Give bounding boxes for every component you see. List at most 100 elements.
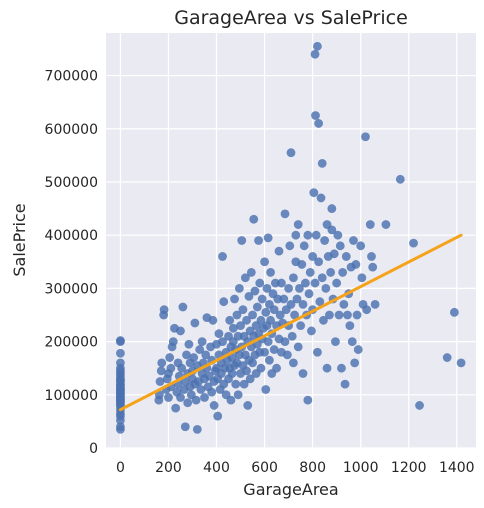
data-point (266, 268, 275, 277)
data-point (242, 366, 251, 376)
data-point (255, 278, 265, 288)
data-point (219, 297, 229, 307)
data-point (201, 350, 211, 360)
data-point (286, 148, 296, 158)
data-point (218, 337, 227, 346)
data-point (327, 225, 337, 235)
data-point (370, 299, 380, 309)
data-point (237, 236, 247, 245)
data-point (184, 339, 194, 349)
data-point (208, 315, 218, 325)
data-point (227, 369, 237, 378)
data-point (337, 363, 346, 373)
data-point (272, 363, 281, 373)
data-point (286, 299, 296, 309)
data-point (207, 387, 217, 397)
data-point (218, 252, 227, 261)
data-point (176, 326, 185, 336)
data-point (321, 283, 331, 293)
data-point (238, 305, 248, 315)
data-point (357, 273, 367, 283)
x-tick-label: 1200 (391, 460, 427, 476)
data-point (338, 268, 348, 277)
data-point (293, 220, 303, 229)
grid-lines (106, 33, 476, 449)
data-point (195, 345, 205, 354)
data-point (263, 233, 273, 243)
x-tick-label: 600 (251, 460, 278, 476)
x-tick-label: 0 (116, 460, 125, 476)
data-point (190, 318, 200, 328)
data-point (236, 321, 245, 331)
data-point (285, 241, 295, 251)
data-point (365, 220, 375, 229)
x-axis-ticks: 0 200 400 600 800 1000 1200 1400 (116, 460, 475, 476)
data-point (225, 315, 235, 325)
data-point (313, 41, 322, 51)
data-point (289, 358, 298, 368)
data-point (352, 310, 362, 320)
data-point (309, 188, 319, 198)
data-point (279, 294, 289, 304)
data-point (310, 278, 320, 288)
data-point (335, 241, 345, 251)
x-tick-label: 1400 (439, 460, 475, 476)
data-point (191, 395, 201, 405)
data-point (303, 230, 313, 240)
data-point (261, 385, 271, 394)
chart-title: GarageArea vs SalePrice (174, 7, 408, 29)
data-point (248, 358, 257, 368)
data-point (266, 315, 275, 325)
y-axis-ticks: 0 100000 200000 300000 400000 500000 600000 700… (45, 69, 98, 457)
y-tick-label: 300000 (45, 281, 98, 297)
data-point (333, 230, 343, 240)
data-point (289, 273, 298, 283)
y-tick-label: 600000 (45, 122, 98, 138)
data-point (310, 49, 320, 59)
x-tick-label: 800 (299, 460, 326, 476)
data-point (349, 236, 358, 245)
data-point (326, 268, 336, 277)
data-point (200, 393, 209, 402)
data-point (305, 268, 315, 277)
data-point (157, 358, 167, 368)
data-point (196, 385, 206, 394)
data-point (274, 246, 284, 256)
data-point (409, 238, 418, 248)
plot-background (106, 33, 476, 448)
data-point (298, 369, 308, 378)
data-point (299, 241, 309, 251)
data-point (213, 411, 223, 421)
data-point (252, 302, 262, 312)
data-point (240, 273, 250, 283)
data-point (234, 283, 244, 293)
data-point (168, 337, 178, 346)
data-point (261, 307, 271, 317)
data-point (327, 204, 337, 213)
data-point (345, 321, 355, 331)
data-point (442, 353, 452, 362)
data-point (246, 268, 256, 277)
data-point (311, 230, 321, 240)
y-tick-label: 500000 (45, 175, 98, 191)
data-point (178, 302, 188, 312)
x-tick-label: 1000 (343, 460, 379, 476)
x-axis-title: GarageArea (243, 480, 338, 499)
data-point (320, 236, 330, 245)
data-point (256, 315, 266, 325)
data-point (171, 403, 181, 413)
data-point (116, 336, 125, 345)
data-point (182, 350, 191, 360)
data-point (264, 355, 274, 365)
data-point (254, 236, 263, 245)
data-point (331, 337, 340, 346)
data-point (351, 260, 361, 269)
data-point (456, 358, 466, 368)
data-point (192, 424, 202, 434)
data-point (353, 345, 363, 354)
data-point (183, 398, 193, 408)
data-point (303, 395, 313, 405)
data-point (292, 294, 302, 304)
data-point (332, 278, 342, 288)
data-point (166, 363, 176, 373)
